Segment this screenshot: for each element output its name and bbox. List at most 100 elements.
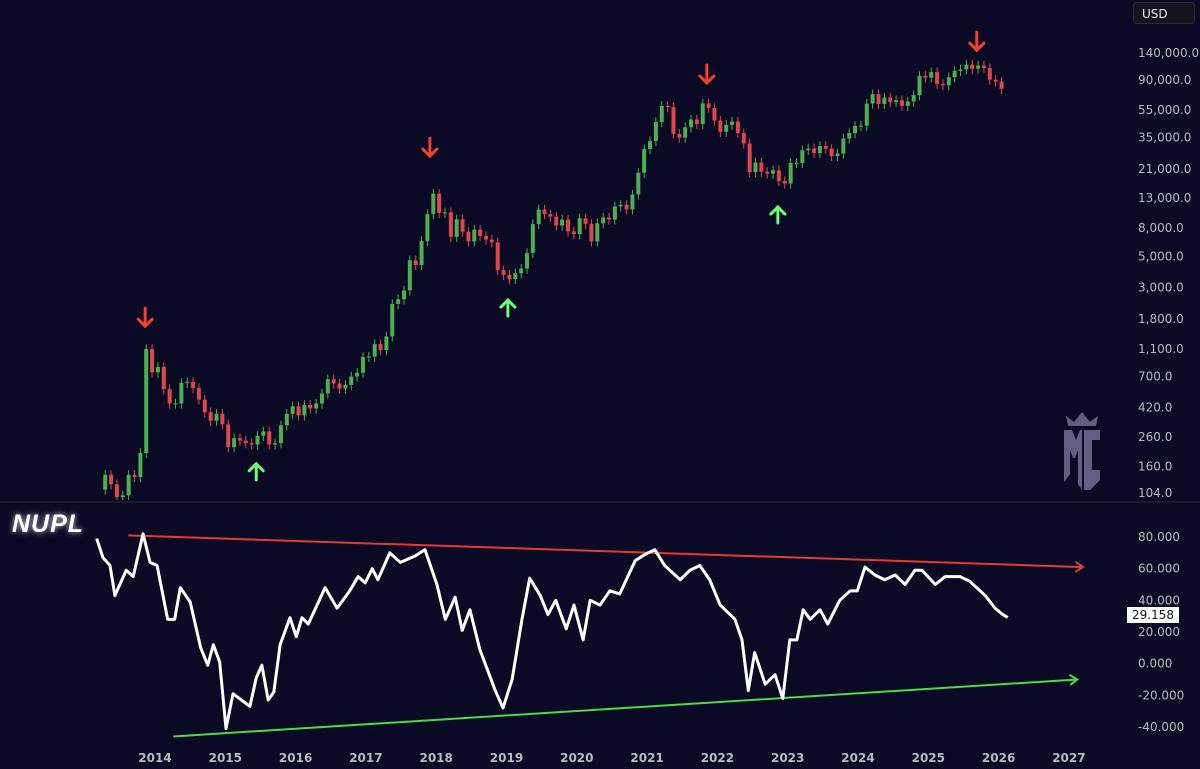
candle-body — [132, 474, 137, 478]
candle-body — [284, 413, 289, 426]
candle — [360, 352, 365, 378]
candle-body — [759, 162, 764, 172]
candle-body — [220, 413, 225, 425]
candle — [935, 67, 940, 89]
candle-body — [460, 219, 465, 232]
arrow-down-icon — [136, 306, 154, 329]
candle — [284, 409, 289, 431]
candle — [835, 148, 840, 162]
candle — [308, 400, 313, 414]
candle-body — [255, 435, 260, 445]
candle-body — [214, 413, 219, 421]
candle-body — [431, 193, 436, 215]
candle-body — [167, 389, 172, 404]
price-tick-label: 5,000.0 — [1138, 249, 1184, 263]
candle-body — [917, 75, 922, 96]
indicator-title: NUPL — [12, 510, 85, 538]
candle-body — [648, 141, 653, 150]
candle — [706, 98, 711, 113]
candle-body — [583, 218, 588, 224]
candle-body — [706, 103, 711, 108]
candle — [478, 225, 483, 242]
candle — [419, 236, 424, 271]
price-tick-label: 90,000.0 — [1138, 73, 1191, 87]
candle-body — [841, 138, 846, 154]
candle — [161, 362, 166, 395]
candle — [741, 128, 746, 149]
candle — [899, 95, 904, 111]
candle-body — [103, 474, 108, 490]
candle-body — [888, 97, 893, 103]
candle-body — [571, 231, 576, 235]
candle-body — [513, 273, 518, 280]
candle-body — [542, 209, 547, 215]
candle — [694, 114, 699, 130]
candle — [876, 89, 881, 110]
candle-body — [618, 204, 623, 207]
candle-body — [730, 121, 735, 125]
candle-body — [261, 431, 266, 436]
candle — [958, 64, 963, 76]
candle-body — [970, 64, 975, 69]
candle-body — [923, 75, 928, 78]
candle-body — [823, 146, 828, 149]
candle — [730, 116, 735, 130]
candle-body — [735, 121, 740, 134]
arrow-head — [499, 297, 517, 309]
candle-body — [858, 125, 863, 127]
candle — [747, 138, 752, 178]
candle-body — [343, 384, 348, 389]
candle — [999, 76, 1004, 94]
candle-body — [794, 163, 799, 165]
currency-button[interactable]: USD — [1133, 2, 1195, 24]
candle — [864, 98, 869, 131]
candle-body — [747, 143, 752, 173]
candle — [607, 212, 612, 225]
candle-body — [536, 209, 541, 225]
candle — [530, 219, 535, 259]
candle — [185, 377, 190, 389]
price-tick-label: 1,800.0 — [1138, 312, 1184, 326]
candle — [525, 248, 530, 274]
resistance-trendline — [128, 534, 1083, 569]
candle — [853, 121, 858, 139]
candle-body — [413, 260, 418, 265]
candle-body — [659, 105, 664, 123]
candle — [208, 407, 213, 426]
price-tick-label: 3,000.0 — [1138, 281, 1184, 295]
candle-body — [976, 65, 981, 69]
logo-icon — [1064, 412, 1100, 490]
candle-body — [396, 299, 401, 304]
candle-body — [894, 100, 899, 103]
year-tick-label: 2015 — [209, 751, 242, 765]
candle — [677, 129, 682, 143]
candle — [905, 96, 910, 111]
nupl-pane — [95, 532, 1085, 738]
price-tick-label: 140,000.0 — [1138, 46, 1199, 60]
candle-body — [126, 474, 131, 496]
nupl-line — [95, 532, 1009, 731]
price-pane — [103, 30, 1004, 500]
candle-body — [566, 219, 571, 232]
candle-body — [202, 399, 207, 413]
candle — [155, 362, 160, 378]
candle-body — [876, 94, 881, 105]
candle — [776, 165, 781, 187]
arrow-head — [968, 41, 986, 53]
candle-body — [319, 393, 324, 404]
candle-body — [577, 218, 582, 235]
candle — [472, 225, 477, 247]
candle — [612, 201, 617, 225]
candle — [495, 237, 500, 276]
candle-body — [589, 223, 594, 242]
candle-body — [665, 105, 670, 108]
year-tick-label: 2026 — [982, 751, 1015, 765]
candle-body — [161, 366, 166, 390]
candle-body — [694, 119, 699, 124]
candle-body — [519, 268, 524, 274]
candle-body — [712, 107, 717, 121]
candle-body — [466, 231, 471, 242]
candle — [144, 344, 149, 459]
nupl-tick-label: -20.000 — [1138, 688, 1184, 702]
